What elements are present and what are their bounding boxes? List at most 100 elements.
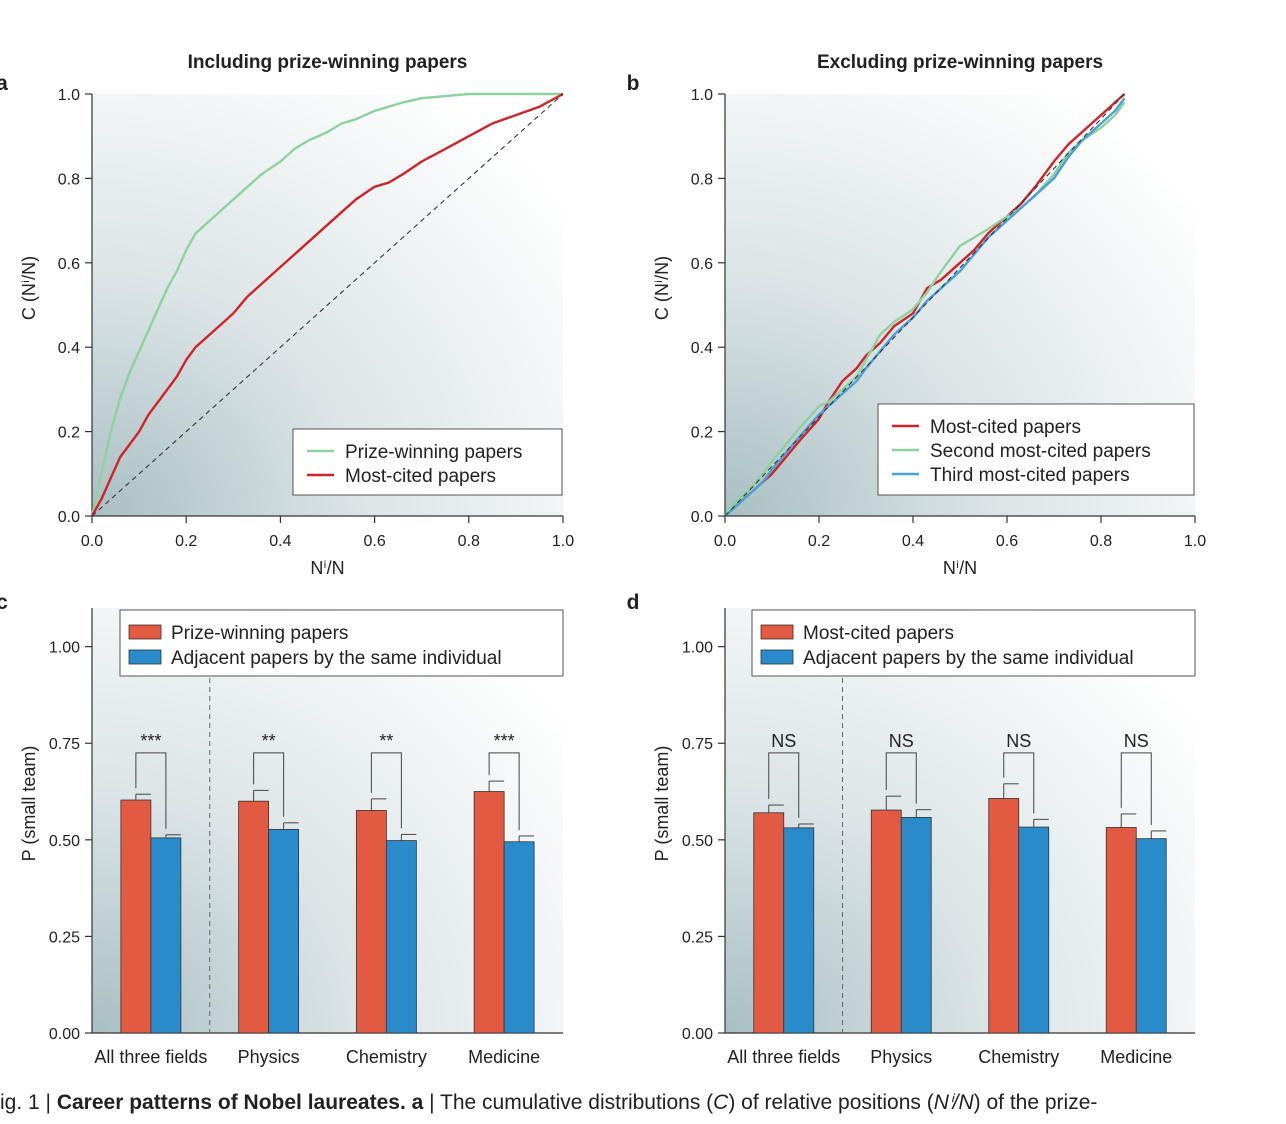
y-tick-label: 0.0 <box>691 509 713 526</box>
y-tick-label: 0.00 <box>49 1026 80 1043</box>
y-axis-label: C (Nⁱ/N) <box>19 256 39 320</box>
bar-blue <box>1135 838 1167 1034</box>
y-tick-label: 0.6 <box>58 256 80 273</box>
panel-title: Excluding prize-winning papers <box>817 52 1103 73</box>
panel-letter: c <box>0 591 8 614</box>
y-tick-label: 0.4 <box>58 340 80 357</box>
significance-label: NS <box>889 731 914 751</box>
legend-label: Second most-cited papers <box>930 441 1151 462</box>
legend-swatch <box>760 624 794 640</box>
bar-blue <box>1018 826 1050 1034</box>
x-tick-label: 0.8 <box>458 533 480 550</box>
significance-bracket <box>1120 752 1152 825</box>
y-tick-label: 0.6 <box>691 256 713 273</box>
x-tick-label: 0.0 <box>81 533 103 550</box>
y-tick-label: 0.25 <box>682 929 713 946</box>
panel-b: 0.0 0.2 0.4 0.6 0.8 1.0 0.0 0.2 0.4 0.6 0.8 1.0 Most… <box>627 52 1207 578</box>
y-tick-label: 0.2 <box>691 425 713 442</box>
caption-text3: ) of the prize- <box>973 1091 1098 1114</box>
x-category-label: Chemistry <box>978 1047 1059 1067</box>
figure-caption: ig. 1 | Career patterns of Nobel laureat… <box>0 1090 1286 1115</box>
legend-swatch <box>128 649 162 665</box>
panel-letter: a <box>0 72 8 95</box>
panel-a: 0.0 0.2 0.4 0.6 0.8 1.0 0.0 0.2 0.4 0.6 0.8 1.0 Priz… <box>0 52 574 578</box>
y-tick-label: 1.00 <box>49 640 80 657</box>
y-tick-label: 0.0 <box>58 509 80 526</box>
x-category-label: Physics <box>238 1047 300 1067</box>
significance-label: NS <box>1006 731 1031 751</box>
bar-blue <box>385 840 417 1034</box>
legend-box <box>751 609 1196 677</box>
legend-box <box>292 428 563 496</box>
significance-bracket <box>135 752 167 829</box>
y-axis-label: P (small team) <box>652 746 672 862</box>
bar-red <box>988 798 1020 1034</box>
panel-letter: b <box>627 72 640 95</box>
significance-bracket <box>253 752 285 817</box>
caption-italic-c: C <box>713 1091 729 1114</box>
x-tick-label: 0.2 <box>175 533 197 550</box>
significance-bracket <box>768 752 800 818</box>
y-tick-label: 0.50 <box>49 833 80 850</box>
x-tick-label: 0.4 <box>902 533 924 550</box>
x-category-label: Chemistry <box>346 1047 427 1067</box>
legend-label: Adjacent papers by the same individual <box>803 648 1134 669</box>
x-tick-label: 1.0 <box>552 533 574 550</box>
x-tick-label: 0.2 <box>808 533 830 550</box>
significance-label: *** <box>494 731 515 751</box>
caption-text2: ) of relative positions ( <box>728 1091 934 1114</box>
series-line-most-cited-papers <box>724 93 1126 517</box>
y-tick-label: 0.4 <box>691 340 713 357</box>
significance-label: ** <box>262 731 276 751</box>
panel-c: 0.00 0.25 0.50 0.75 1.00 *** All three fields *… <box>0 591 564 1067</box>
y-tick-label: 0.8 <box>58 171 80 188</box>
significance-label: NS <box>1124 731 1149 751</box>
significance-label: *** <box>140 731 161 751</box>
y-tick-label: 0.25 <box>49 929 80 946</box>
y-tick-label: 0.50 <box>682 833 713 850</box>
x-category-label: Medicine <box>1100 1047 1172 1067</box>
bar-red <box>1105 827 1137 1034</box>
significance-bracket <box>488 752 520 830</box>
bar-blue <box>150 837 182 1034</box>
significance-bracket <box>885 752 917 804</box>
bar-red <box>355 810 387 1034</box>
y-axis-label: P (small team) <box>19 746 39 862</box>
bar-blue <box>900 817 932 1034</box>
y-tick-label: 1.0 <box>58 87 80 104</box>
x-category-label: Medicine <box>468 1047 540 1067</box>
significance-label: ** <box>379 731 393 751</box>
x-category-label: All three fields <box>727 1047 840 1067</box>
x-tick-label: 0.8 <box>1090 533 1112 550</box>
panel-d: 0.00 0.25 0.50 0.75 1.00 NS All three fields NS… <box>627 591 1196 1067</box>
legend-label: Adjacent papers by the same individual <box>171 648 502 669</box>
bar-blue <box>268 828 300 1034</box>
y-axis-label: C (Nⁱ/N) <box>652 256 672 320</box>
legend-label: Prize-winning papers <box>171 623 348 644</box>
legend-swatch <box>128 624 162 640</box>
legend-box <box>119 609 564 677</box>
legend-box <box>877 403 1195 496</box>
series-line-most-cited-papers <box>90 92 564 517</box>
bar-red <box>120 799 152 1034</box>
bar-red <box>238 800 270 1034</box>
bar-blue <box>503 841 535 1034</box>
series-line-second-most-cited-papers <box>724 101 1126 517</box>
bar-blue <box>783 827 815 1034</box>
x-category-label: All three fields <box>94 1047 207 1067</box>
x-category-label: Physics <box>870 1047 932 1067</box>
x-tick-label: 0.6 <box>363 533 385 550</box>
diagonal-reference-line <box>91 93 564 517</box>
x-tick-label: 1.0 <box>1184 533 1206 550</box>
significance-label: NS <box>771 731 796 751</box>
bar-red <box>753 812 785 1034</box>
x-axis-label: Nⁱ/N <box>310 558 344 578</box>
significance-bracket <box>370 752 402 829</box>
legend-label: Third most-cited papers <box>930 465 1130 486</box>
x-axis-label: Nⁱ/N <box>943 558 977 578</box>
caption-prefix: ig. 1 | <box>0 1091 57 1114</box>
legend-swatch <box>760 649 794 665</box>
x-tick-label: 0.4 <box>269 533 291 550</box>
y-tick-label: 0.2 <box>58 425 80 442</box>
